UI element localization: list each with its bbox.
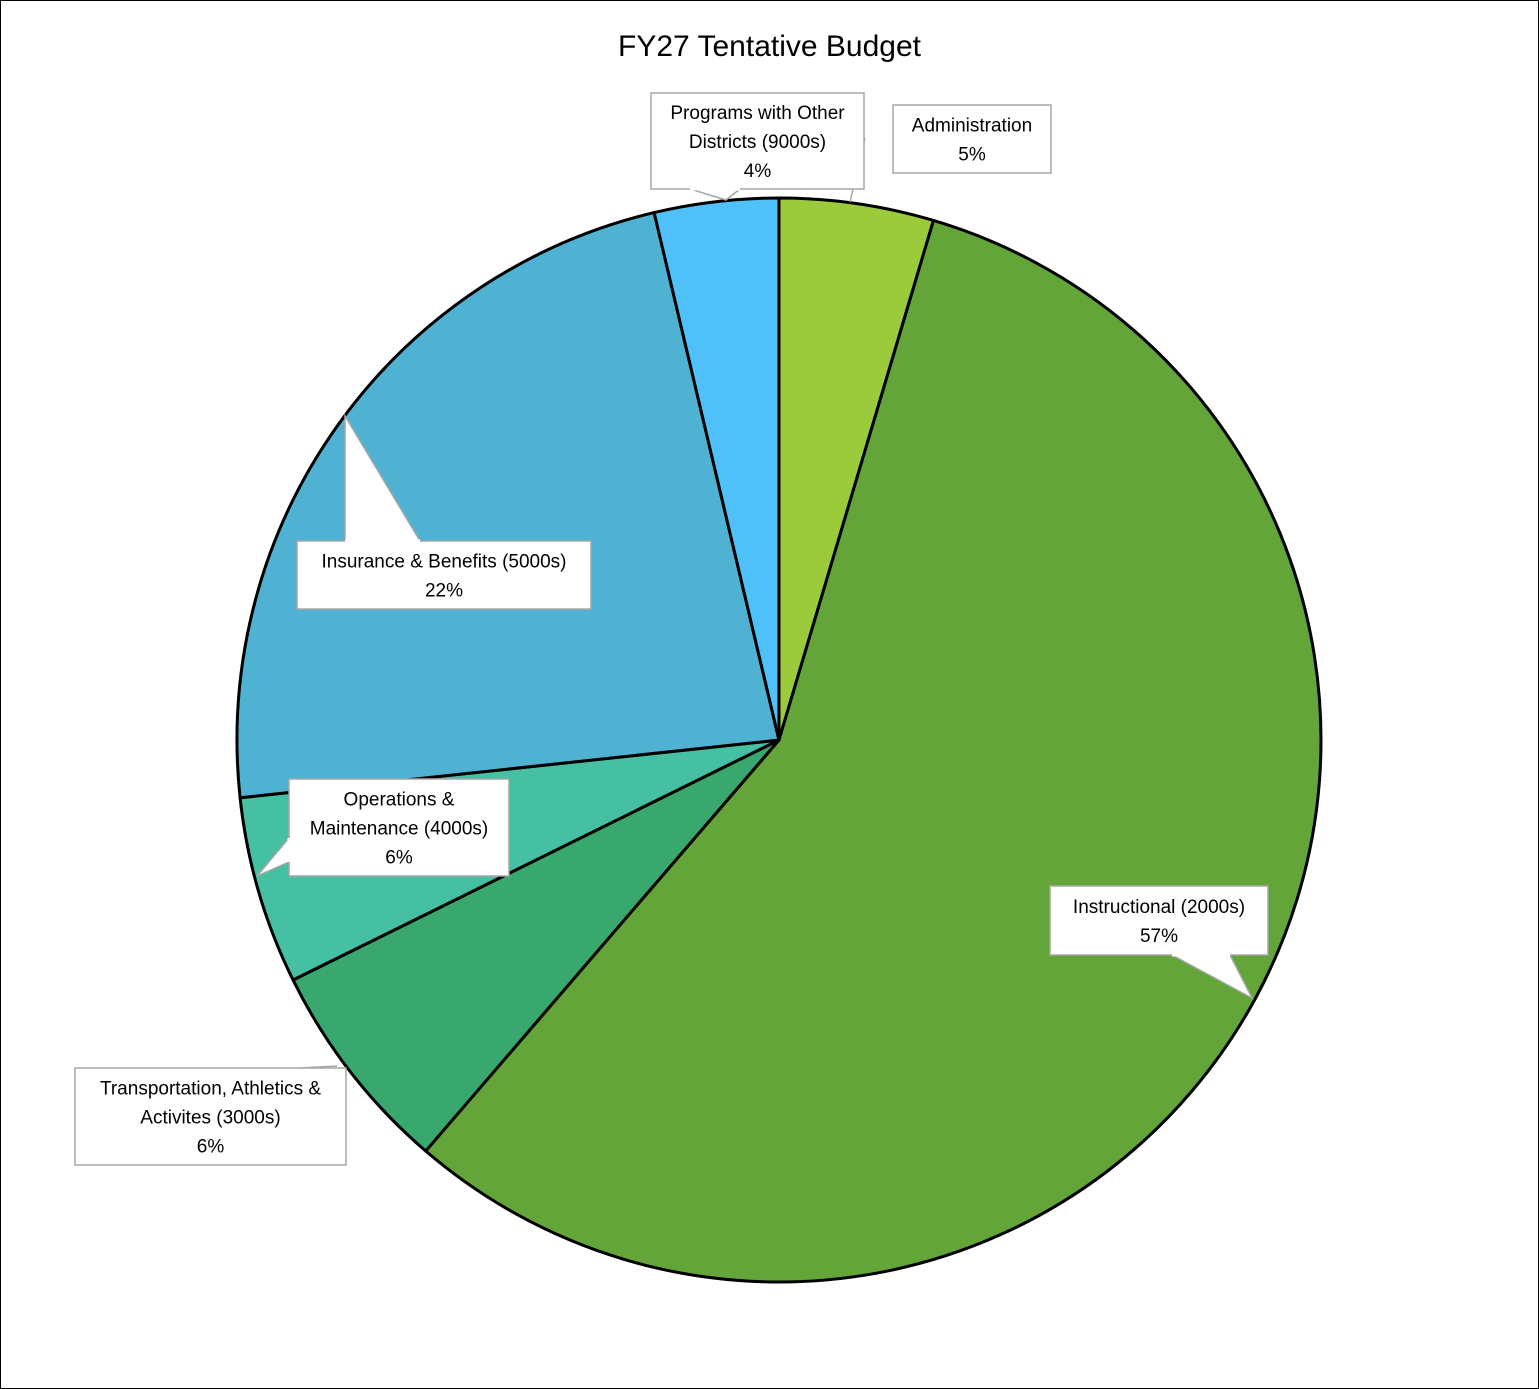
pie-slice-0: [777, 196, 935, 742]
data-label-2: Transportation, Athletics & Activites (30…: [74, 1065, 347, 1166]
pie-slice-4: [235, 211, 781, 800]
data-label-percent: 5%: [958, 145, 986, 166]
data-label-category: Maintenance (4000s): [310, 819, 489, 840]
data-label-5: Programs with Other Districts (9000s) 4%: [650, 92, 865, 201]
data-label-category: Administration: [912, 116, 1032, 137]
pie-slice-5: [652, 196, 781, 742]
data-label-category: Programs with Other: [670, 103, 845, 124]
pie-slices: [235, 196, 1323, 1284]
data-label-category: Operations &: [344, 790, 455, 811]
data-label-percent: 4%: [744, 161, 772, 182]
label-box-0: [892, 104, 1052, 174]
label-box-5: [650, 92, 865, 190]
data-label-category: Districts (9000s): [689, 132, 826, 153]
data-label-category: Instructional (2000s): [1073, 897, 1245, 918]
label-box-4: [296, 540, 592, 610]
pie-slice-2: [291, 738, 781, 1153]
data-label-4: Insurance & Benefits (5000s) 22%: [296, 413, 592, 610]
label-box-2: [74, 1067, 347, 1166]
data-label-percent: 6%: [197, 1137, 225, 1158]
data-label-0: Administration 5%: [849, 104, 1052, 203]
pie-callouts: Administration 5% Instructional (2000s) 57%…: [74, 92, 1269, 1166]
data-label-3: Operations & Maintenance (4000s) 6%: [256, 778, 510, 877]
data-label-1: Instructional (2000s) 57%: [1049, 885, 1269, 1000]
chart-title: FY27 Tentative Budget: [618, 30, 921, 63]
data-label-category: Insurance & Benefits (5000s): [321, 552, 566, 573]
data-label-percent: 6%: [385, 848, 413, 869]
callout-pointer-5: [689, 188, 743, 201]
label-box-1: [1049, 885, 1269, 956]
data-label-category: Transportation, Athletics &: [100, 1079, 321, 1100]
data-label-percent: 22%: [425, 581, 463, 602]
data-label-category: Activites (3000s): [140, 1108, 280, 1129]
data-label-percent: 57%: [1140, 926, 1178, 947]
pie-slice-1: [424, 218, 1323, 1284]
label-box-3: [288, 778, 510, 877]
